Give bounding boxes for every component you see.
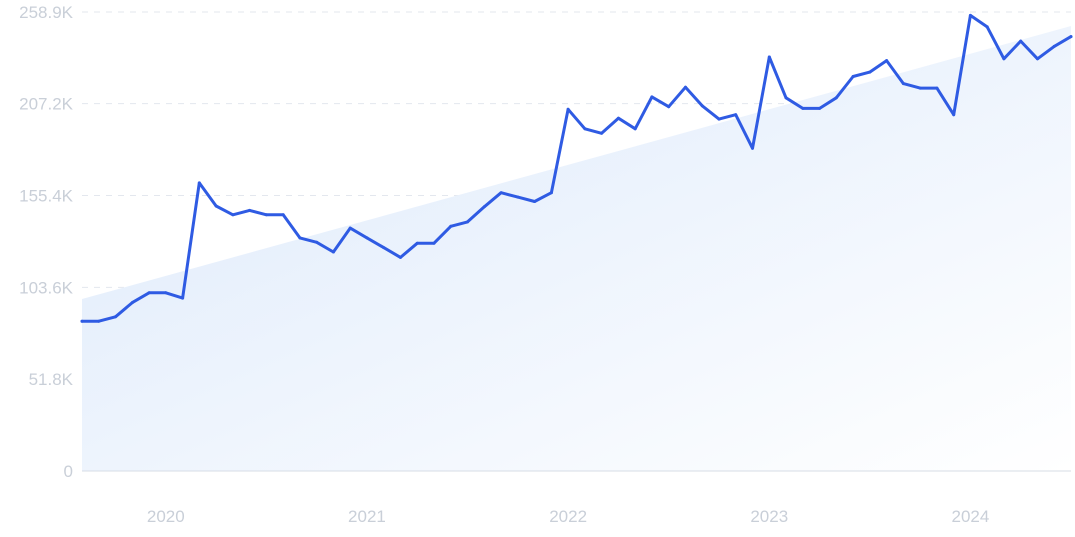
data-point (901, 82, 905, 86)
data-point (348, 226, 352, 230)
data-point (918, 86, 922, 90)
data-point (650, 95, 654, 99)
data-point (331, 250, 335, 254)
data-point (985, 25, 989, 29)
data-point (717, 117, 721, 121)
data-point (600, 131, 604, 135)
data-point (566, 107, 570, 111)
data-point (1052, 44, 1056, 48)
tick-labels: 0 51.8K 103.6K 155.4K 207.2K 258.9K 2020 2021 20… (19, 3, 989, 526)
data-point (197, 181, 201, 185)
data-point (214, 204, 218, 208)
data-point (834, 96, 838, 100)
data-point (130, 301, 134, 305)
data-point (449, 224, 453, 228)
data-point (264, 213, 268, 217)
data-point (851, 75, 855, 78)
data-point (365, 236, 369, 240)
data-point (298, 236, 302, 240)
data-point (231, 213, 235, 217)
x-tick-label: 2020 (147, 507, 185, 526)
data-point (751, 146, 754, 150)
y-tick-label: 258.9K (19, 3, 74, 22)
data-point (147, 291, 151, 295)
data-point (784, 96, 788, 100)
data-point (181, 296, 185, 300)
y-tick-label: 155.4K (19, 186, 74, 205)
x-tick-label: 2021 (348, 507, 386, 526)
data-point (482, 205, 486, 209)
data-point (114, 315, 117, 319)
trend-area (82, 26, 1071, 471)
data-point (466, 220, 469, 224)
data-point (281, 213, 285, 217)
data-point (583, 127, 587, 131)
y-tick-label: 207.2K (19, 95, 74, 114)
data-point (432, 241, 436, 245)
data-point (164, 291, 168, 295)
data-point (968, 13, 972, 17)
data-point (734, 113, 738, 117)
data-point (1036, 57, 1039, 61)
data-point (667, 105, 671, 109)
data-point (415, 241, 419, 245)
data-point (818, 106, 822, 110)
x-tick-label: 2024 (952, 507, 990, 526)
data-point (952, 113, 956, 117)
data-point (1019, 39, 1023, 43)
x-tick-label: 2023 (750, 507, 788, 526)
trend-area-fill (82, 26, 1071, 471)
data-point (97, 319, 101, 323)
data-point (616, 116, 620, 120)
series-line (80, 13, 1073, 323)
data-point (801, 106, 805, 110)
data-point (700, 104, 704, 108)
data-point (1069, 35, 1073, 39)
data-point (767, 55, 771, 59)
data-point (516, 195, 520, 199)
data-point (868, 70, 872, 74)
data-point (935, 86, 939, 90)
y-tick-label: 0 (64, 462, 73, 481)
data-point (885, 59, 889, 63)
x-tick-label: 2022 (549, 507, 587, 526)
data-point (549, 191, 553, 195)
data-point (533, 200, 537, 203)
data-point (80, 319, 84, 323)
data-point (1002, 57, 1006, 61)
data-point (633, 127, 637, 131)
data-point (248, 208, 252, 212)
data-point (499, 191, 503, 195)
y-tick-label: 103.6K (19, 278, 74, 297)
data-point (399, 255, 402, 259)
y-tick-label: 51.8K (29, 370, 74, 389)
data-point (684, 85, 687, 89)
data-point (315, 240, 319, 244)
data-point (382, 246, 386, 250)
series-layer (80, 13, 1073, 323)
